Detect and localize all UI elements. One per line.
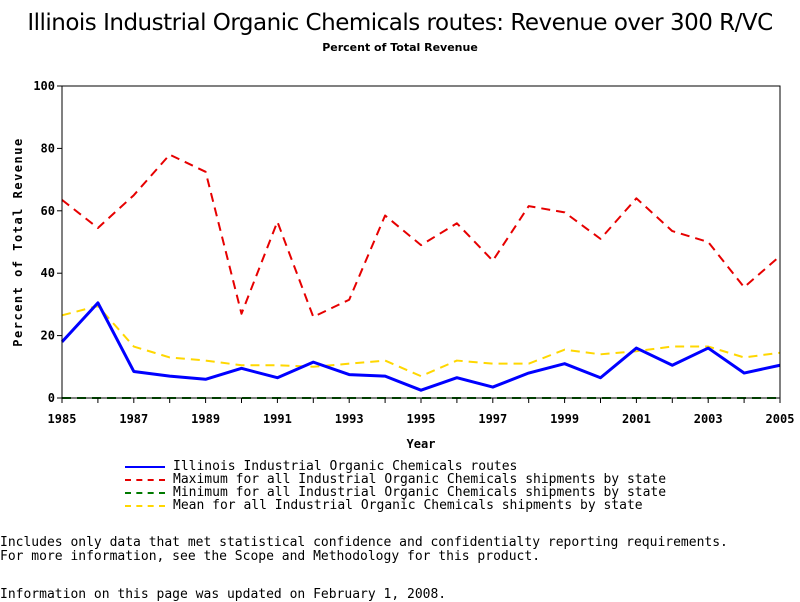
series-line-3 [61,304,781,378]
y-axis-title: Percent of Total Revenue [11,137,25,346]
legend-swatch [125,504,165,507]
legend-item: Mean for all Industrial Organic Chemical… [125,499,666,512]
legend-item: Illinois Industrial Organic Chemicals ro… [125,460,666,473]
footnote-methodology: For more information, see the Scope and … [0,549,541,564]
x-axis-title: Year [407,437,436,451]
footnotes: Includes only data that met statistical … [0,536,728,564]
y-tick-label: 0 [48,391,55,405]
x-tick-label: 1997 [478,412,507,426]
legend-label: Mean for all Industrial Organic Chemical… [173,498,643,513]
x-tick-label: 2001 [622,412,651,426]
legend-swatch [125,465,165,468]
chart-subtitle: Percent of Total Revenue [322,41,478,54]
x-tick-label: 2005 [766,412,795,426]
y-tick-label: 60 [41,204,55,218]
legend-label: Illinois Industrial Organic Chemicals ro… [173,459,518,474]
legend-item: Minimum for all Industrial Organic Chemi… [125,486,666,499]
x-tick-label: 1995 [407,412,436,426]
legend-item: Maximum for all Industrial Organic Chemi… [125,473,666,486]
x-tick-label: 1999 [550,412,579,426]
x-tick-label: 1991 [263,412,292,426]
legend-label: Minimum for all Industrial Organic Chemi… [173,485,667,500]
x-tick-label: 1993 [335,412,364,426]
y-tick-label: 40 [41,266,55,280]
legend: Illinois Industrial Organic Chemicals ro… [125,460,666,512]
chart-title: Illinois Industrial Organic Chemicals ro… [27,10,773,36]
footnote-confidentiality: Includes only data that met statistical … [0,535,728,550]
series-line-1 [61,153,781,318]
legend-swatch [125,491,165,494]
y-tick-label: 100 [33,79,55,93]
updated-notice: Information on this page was updated on … [0,587,447,602]
x-tick-label: 1985 [48,412,77,426]
series-line-0 [60,301,781,392]
legend-swatch [125,478,165,481]
plot-frame [61,85,781,399]
x-tick-label: 2003 [694,412,723,426]
y-tick-label: 80 [41,141,55,155]
x-tick-label: 1987 [119,412,148,426]
line-chart: 0 20 40 60 80 100 1985 1987 1989 1991 1993 1995 1997… [11,79,795,451]
y-tick-label: 20 [41,329,55,343]
legend-label: Maximum for all Industrial Organic Chemi… [173,472,667,487]
x-tick-label: 1989 [191,412,220,426]
